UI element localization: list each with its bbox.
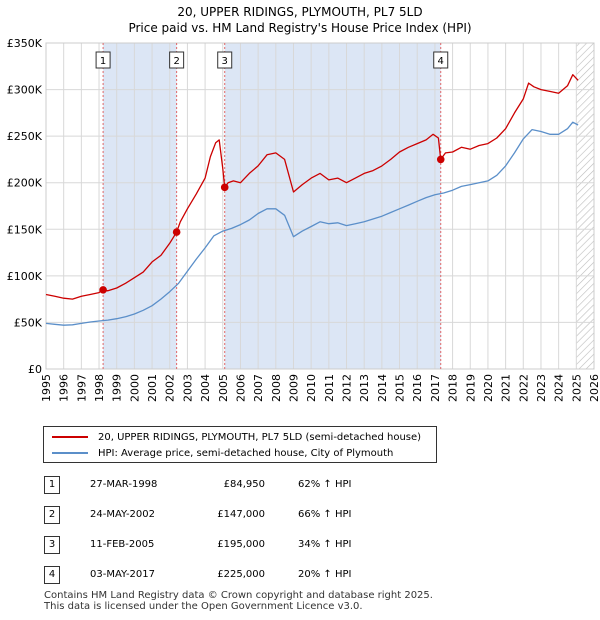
footer-line-2: This data is licensed under the Open Gov… xyxy=(44,601,363,612)
x-tick-label: 2010 xyxy=(305,374,318,402)
footer-attribution: Contains HM Land Registry data © Crown c… xyxy=(44,590,433,612)
sale-price: £84,950 xyxy=(223,479,265,490)
sale-marker-box-2 xyxy=(169,51,185,69)
x-tick-label: 2011 xyxy=(323,374,336,402)
x-tick-label: 2024 xyxy=(553,374,566,402)
x-tick-label: 2021 xyxy=(500,374,513,402)
sale-number-badge: 2 xyxy=(44,506,60,524)
x-tick-label: 2007 xyxy=(252,374,265,402)
sale-price: £195,000 xyxy=(217,539,265,550)
table-row: 3 11-FEB-2005 £195,000 34% ↑ HPI xyxy=(0,536,600,556)
sale-marker-label-4: 4 xyxy=(438,56,444,67)
legend-swatch-hpi xyxy=(52,452,88,454)
sale-marker-box-3 xyxy=(217,51,233,69)
x-tick-label: 2002 xyxy=(164,374,177,402)
x-tick-label: 2001 xyxy=(146,374,159,402)
x-tick-label: 2020 xyxy=(482,374,495,402)
legend-item-hpi: HPI: Average price, semi-detached house,… xyxy=(52,446,393,460)
sale-hpi-delta: 20% ↑ HPI xyxy=(298,569,352,580)
sale-price: £225,000 xyxy=(217,569,265,580)
x-tick-label: 2013 xyxy=(358,374,371,402)
x-tick-label: 2018 xyxy=(447,374,460,402)
sale-period-shade-2 xyxy=(224,43,441,369)
sale-point-3 xyxy=(220,183,229,192)
legend-swatch-property xyxy=(52,436,88,438)
legend-item-property: 20, UPPER RIDINGS, PLYMOUTH, PL7 5LD (se… xyxy=(52,430,421,444)
hpi-line xyxy=(45,121,579,326)
sale-marker-box-4 xyxy=(433,51,449,69)
x-tick-label: 2025 xyxy=(570,374,583,402)
property-price-line xyxy=(45,74,579,300)
y-tick-label: £300K xyxy=(7,84,43,97)
sale-date: 03-MAY-2017 xyxy=(90,569,156,580)
table-row: 2 24-MAY-2002 £147,000 66% ↑ HPI xyxy=(0,506,600,526)
x-tick-label: 2006 xyxy=(235,374,248,402)
y-tick-label: £100K xyxy=(7,270,43,283)
sale-marker-label-3: 3 xyxy=(222,56,228,67)
x-tick-label: 2019 xyxy=(464,374,477,402)
x-tick-label: 2022 xyxy=(517,374,530,402)
x-tick-label: 2023 xyxy=(535,374,548,402)
chart-legend: 20, UPPER RIDINGS, PLYMOUTH, PL7 5LD (se… xyxy=(43,426,437,463)
sale-date: 27-MAR-1998 xyxy=(90,479,158,490)
sale-marker-label-1: 1 xyxy=(100,56,106,67)
x-tick-label: 2008 xyxy=(270,374,283,402)
x-tick-label: 2015 xyxy=(394,374,407,402)
x-tick-label: 2000 xyxy=(128,374,141,402)
legend-label-property: 20, UPPER RIDINGS, PLYMOUTH, PL7 5LD (se… xyxy=(98,431,422,443)
sale-number-badge: 4 xyxy=(44,566,60,584)
table-row: 1 27-MAR-1998 £84,950 62% ↑ HPI xyxy=(0,476,600,496)
sale-date: 24-MAY-2002 xyxy=(90,509,156,520)
table-row: 4 03-MAY-2017 £225,000 20% ↑ HPI xyxy=(0,566,600,586)
y-tick-label: £250K xyxy=(7,130,43,143)
x-tick-label: 1999 xyxy=(111,374,124,402)
x-tick-label: 1998 xyxy=(93,374,106,402)
x-tick-label: 2014 xyxy=(376,374,389,402)
x-tick-label: 2003 xyxy=(181,374,194,402)
x-tick-label: 2005 xyxy=(217,374,230,402)
x-tick-label: 1996 xyxy=(58,374,71,402)
sale-period-shade-1 xyxy=(103,43,177,369)
x-tick-label: 2004 xyxy=(199,374,212,402)
sale-hpi-delta: 34% ↑ HPI xyxy=(298,539,352,550)
sale-hpi-delta: 66% ↑ HPI xyxy=(298,509,352,520)
sale-marker-label-2: 2 xyxy=(173,56,179,67)
sale-price: £147,000 xyxy=(217,509,265,520)
x-tick-label: 2016 xyxy=(411,374,424,402)
y-tick-label: £150K xyxy=(7,223,43,236)
y-tick-label: £200K xyxy=(7,177,43,190)
y-tick-label: £50K xyxy=(14,316,43,329)
sale-point-1 xyxy=(99,286,107,294)
forecast-hatch xyxy=(576,43,594,369)
sale-point-2 xyxy=(172,228,181,236)
x-tick-label: 2009 xyxy=(288,374,301,402)
x-tick-label: 2012 xyxy=(341,374,354,402)
x-tick-label: 1997 xyxy=(75,374,88,402)
sale-number-badge: 3 xyxy=(44,536,60,554)
x-tick-label: 2026 xyxy=(588,374,600,402)
x-tick-label: 1995 xyxy=(40,374,53,402)
x-tick-label: 2017 xyxy=(429,374,442,402)
footer-line-1: Contains HM Land Registry data © Crown c… xyxy=(44,590,433,601)
y-tick-label: £350K xyxy=(7,37,43,50)
sale-marker-box-1 xyxy=(95,51,111,69)
chart-title: 20, UPPER RIDINGS, PLYMOUTH, PL7 5LD xyxy=(177,5,423,19)
sale-date: 11-FEB-2005 xyxy=(90,539,155,550)
chart-subtitle: Price paid vs. HM Land Registry's House … xyxy=(128,21,472,35)
plot-frame xyxy=(45,42,595,370)
legend-label-hpi: HPI: Average price, semi-detached house,… xyxy=(98,447,394,459)
sale-point-4 xyxy=(436,155,445,164)
y-tick-label: £0 xyxy=(28,363,42,376)
sale-number-badge: 1 xyxy=(44,476,60,494)
price-chart: 1 2 3 4 £0 £50K £100K £150K £200K £250K £300K £350… xyxy=(7,37,600,402)
sale-hpi-delta: 62% ↑ HPI xyxy=(298,479,352,490)
